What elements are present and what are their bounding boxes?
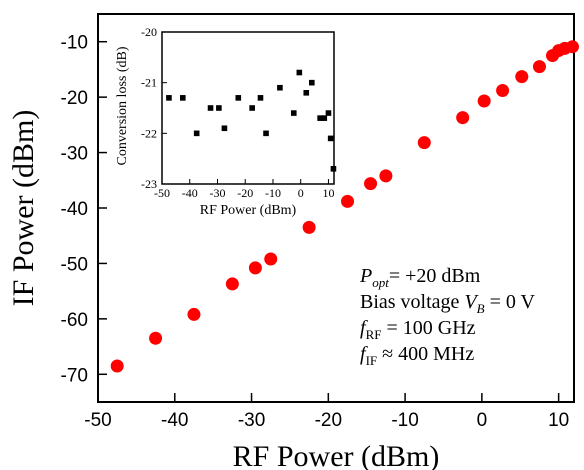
- x-tick-label: 10: [548, 410, 569, 431]
- x-tick-label: -40: [161, 410, 188, 431]
- data-point: [221, 125, 228, 132]
- annotation-block: Popt= +20 dBm Bias voltage VB = 0 V fRF …: [359, 265, 536, 368]
- annotation-if-frequency: fIF ≈ 400 MHz: [360, 343, 474, 368]
- data-point: [341, 194, 355, 208]
- main-y-ticks: -70 -60 -50 -40 -30 -20 -10: [61, 33, 107, 386]
- main-y-axis-label: IF Power (dBm): [7, 110, 40, 307]
- x-tick-label: 10: [322, 186, 334, 200]
- data-point: [257, 95, 264, 101]
- x-tick-label: -50: [154, 186, 170, 200]
- x-tick-label: -30: [209, 186, 225, 200]
- data-point: [532, 60, 546, 74]
- data-point: [216, 105, 222, 111]
- y-tick-label: -30: [61, 144, 88, 165]
- data-point: [193, 130, 200, 137]
- data-point: [277, 84, 283, 91]
- data-point: [496, 83, 510, 97]
- y-tick-label: -40: [61, 199, 88, 220]
- data-point: [309, 79, 315, 86]
- x-tick-label: -20: [315, 410, 342, 431]
- inset-y-ticks: -23 -22 -21 -20: [141, 25, 167, 191]
- data-point: [264, 252, 278, 266]
- data-point: [110, 359, 124, 373]
- data-point: [263, 130, 269, 137]
- y-tick-label: -50: [61, 254, 88, 275]
- main-x-axis-label: RF Power (dBm): [233, 440, 440, 470]
- y-tick-label: -21: [141, 76, 157, 90]
- data-point: [207, 105, 214, 111]
- data-point: [379, 169, 393, 183]
- main-series: [110, 40, 579, 373]
- y-tick-label: -23: [141, 177, 157, 191]
- main-x-ticks: -50 -40 -30 -20 -10 0 10: [84, 393, 569, 431]
- annotation-bias-voltage: Bias voltage VB = 0 V: [360, 291, 536, 316]
- data-point: [456, 111, 470, 125]
- data-point: [248, 261, 262, 275]
- y-tick-label: -70: [61, 365, 88, 386]
- data-point: [303, 90, 310, 96]
- x-tick-label: -20: [237, 186, 253, 200]
- data-point: [321, 115, 328, 121]
- x-tick-label: 0: [477, 410, 488, 431]
- inset-x-axis-label: RF Power (dBm): [200, 203, 297, 218]
- data-point: [225, 277, 239, 291]
- x-tick-label: -30: [238, 410, 265, 431]
- data-point: [417, 136, 431, 150]
- data-point: [180, 95, 186, 101]
- data-point: [302, 220, 316, 234]
- data-point: [187, 307, 201, 321]
- inset-y-axis-label: Conversion loss (dB): [115, 46, 130, 165]
- y-tick-label: -20: [141, 25, 157, 39]
- data-point: [166, 95, 172, 101]
- data-point: [327, 135, 334, 142]
- data-point: [477, 94, 491, 108]
- inset-x-ticks: -50 -40 -30 -20 -10 0 10: [154, 179, 334, 200]
- data-point: [149, 331, 163, 345]
- y-tick-label: -10: [61, 33, 88, 54]
- data-point: [364, 177, 378, 191]
- data-point: [290, 110, 297, 116]
- y-tick-label: -22: [141, 126, 157, 140]
- x-tick-label: -10: [265, 186, 281, 200]
- inset-plot-frame: [161, 31, 335, 185]
- data-point: [235, 95, 242, 101]
- y-tick-label: -60: [61, 310, 88, 331]
- x-tick-label: -50: [84, 410, 111, 431]
- data-point: [325, 110, 332, 116]
- annotation-rf-frequency: fRF = 100 GHz: [360, 317, 476, 342]
- data-point: [249, 105, 255, 111]
- x-tick-label: -10: [391, 410, 418, 431]
- x-tick-label: -40: [182, 186, 198, 200]
- data-point: [296, 69, 303, 76]
- y-tick-label: -20: [61, 88, 88, 109]
- data-point: [330, 166, 337, 172]
- data-point: [515, 70, 529, 84]
- data-point: [317, 115, 323, 121]
- inset-series: [166, 69, 337, 172]
- annotation-optical-power: Popt= +20 dBm: [359, 265, 481, 290]
- x-tick-label: 0: [298, 186, 304, 200]
- data-point: [565, 40, 579, 54]
